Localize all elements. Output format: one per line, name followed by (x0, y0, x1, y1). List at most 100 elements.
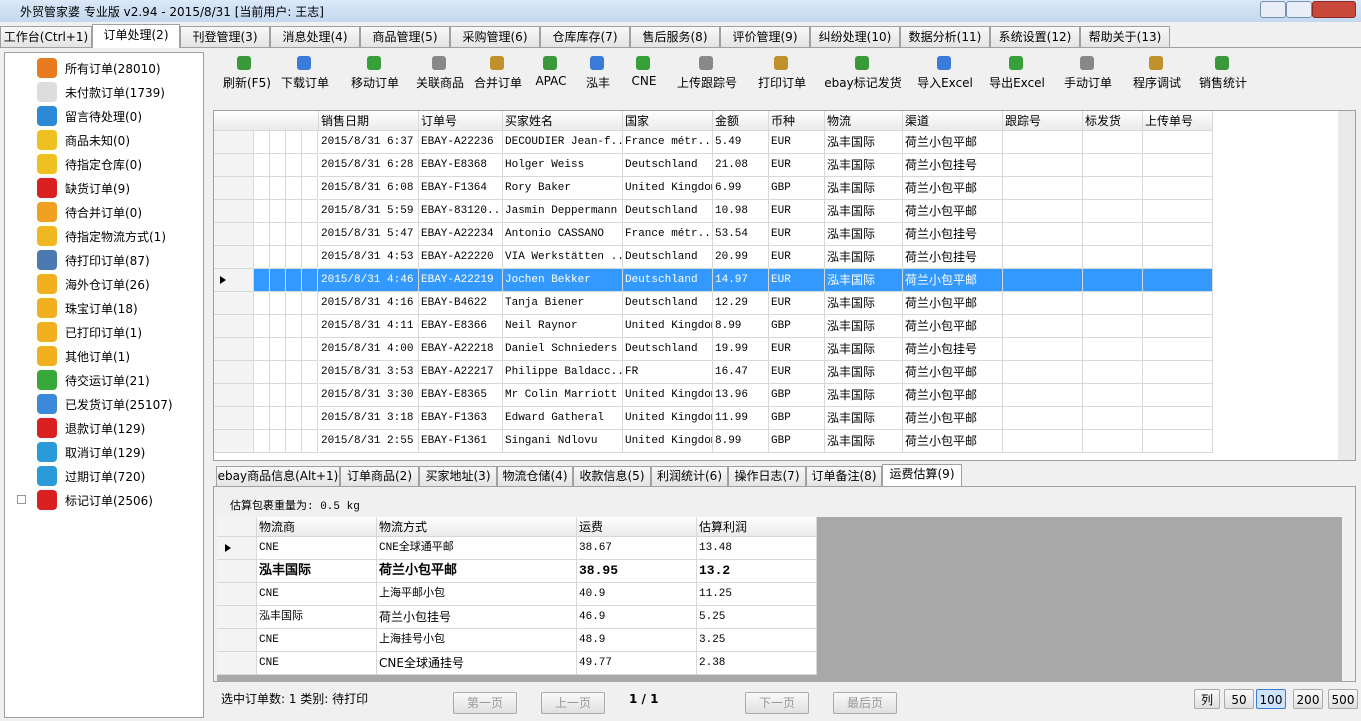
main-tab[interactable]: 采购管理(6) (450, 26, 540, 47)
toolbar-button[interactable]: APAC (531, 54, 579, 94)
toolbar-button[interactable]: 程序调试 (1127, 54, 1195, 94)
order-row[interactable]: 2015/8/31 3:30 EBAY-E8365 Mr Colin Marriot… (214, 384, 1213, 407)
maximize-button[interactable] (1286, 1, 1312, 18)
grid-cell: Deutschland (623, 154, 713, 177)
tree-item[interactable]: 其他订单(1) (65, 350, 130, 364)
tree-item[interactable]: 待合并订单(0) (65, 206, 142, 220)
detail-tab[interactable]: 物流仓储(4) (497, 466, 573, 486)
toolbar-button[interactable]: 打印订单 (751, 54, 821, 94)
ship-row[interactable]: CNE CNE全球通挂号 49.77 2.38 (217, 652, 817, 675)
order-row[interactable]: 2015/8/31 5:47 EBAY-A22234 Antonio CASSANO… (214, 223, 1213, 246)
order-row[interactable]: 2015/8/31 4:46 EBAY-A22219 Jochen Bekker De… (214, 269, 1213, 292)
detail-tab[interactable]: 订单备注(8) (806, 466, 882, 486)
toolbar-button[interactable]: 合并订单 (473, 54, 531, 94)
main-tab[interactable]: 评价管理(9) (720, 26, 810, 47)
toolbar-button[interactable]: CNE (625, 54, 671, 94)
detail-tab[interactable]: 买家地址(3) (419, 466, 497, 486)
tree-item[interactable]: 待指定仓库(0) (65, 158, 142, 172)
order-row[interactable]: 2015/8/31 3:53 EBAY-A22217 Philippe Baldac… (214, 361, 1213, 384)
toolbar-button[interactable]: 导出Excel (985, 54, 1057, 94)
minimize-button[interactable] (1260, 1, 1286, 18)
row-header (214, 154, 254, 177)
main-tab[interactable]: 仓库库存(7) (540, 26, 630, 47)
grid-cell: EUR (769, 338, 825, 361)
tree-item[interactable]: 缺货订单(9) (65, 182, 130, 196)
tree-item[interactable]: 商品未知(0) (65, 134, 130, 148)
order-row[interactable]: 2015/8/31 6:08 EBAY-F1364 Rory Baker United… (214, 177, 1213, 200)
toolbar-label: CNE (631, 74, 657, 88)
ship-row[interactable]: CNE 上海挂号小包 48.9 3.25 (217, 629, 817, 652)
main-tab[interactable]: 工作台(Ctrl+1) (0, 26, 92, 47)
page-size-button[interactable]: 100 (1256, 689, 1286, 709)
toolbar-button[interactable]: ebay标记发货 (821, 54, 913, 94)
main-tab[interactable]: 系统设置(12) (990, 26, 1080, 47)
order-row[interactable]: 2015/8/31 3:18 EBAY-F1363 Edward Gatheral U… (214, 407, 1213, 430)
page-size-button[interactable]: 200 (1293, 689, 1323, 709)
main-tab[interactable]: 纠纷处理(10) (810, 26, 900, 47)
order-row[interactable]: 2015/8/31 4:00 EBAY-A22218 Daniel Schniede… (214, 338, 1213, 361)
tree-item[interactable]: 未付款订单(1739) (65, 86, 165, 100)
close-button[interactable] (1312, 1, 1356, 18)
toolbar-button[interactable]: 手动订单 (1057, 54, 1127, 94)
order-row[interactable]: 2015/8/31 6:37 EBAY-A22236 DECOUDIER Jean-… (214, 131, 1213, 154)
tree-item[interactable]: 留言待处理(0) (65, 110, 142, 124)
page-size-button[interactable]: 50 (1224, 689, 1254, 709)
order-row[interactable]: 2015/8/31 4:11 EBAY-E8366 Neil Raynor Unite… (214, 315, 1213, 338)
order-row[interactable]: 2015/8/31 2:55 EBAY-F1361 Singani Ndlovu Un… (214, 430, 1213, 453)
tree-item[interactable]: 退款订单(129) (65, 422, 146, 436)
tree-item[interactable]: 所有订单(28010) (65, 62, 161, 76)
detail-tab[interactable]: 收款信息(5) (573, 466, 651, 486)
tree-item[interactable]: 待指定物流方式(1) (65, 230, 166, 244)
ship-row[interactable]: 泓丰国际 荷兰小包平邮 38.95 13.2 (217, 560, 817, 583)
main-tab[interactable]: 商品管理(5) (360, 26, 450, 47)
main-tab[interactable]: 帮助关于(13) (1080, 26, 1170, 47)
order-row[interactable]: 2015/8/31 4:16 EBAY-B4622 Tanja Biener Deut… (214, 292, 1213, 315)
detail-tab[interactable]: ebay商品信息(Alt+1) (216, 466, 340, 486)
toolbar-button[interactable]: 移动订单 (343, 54, 415, 94)
order-row[interactable]: 2015/8/31 5:59 EBAY-83120... Jasmin Depper… (214, 200, 1213, 223)
tree-item[interactable]: 待打印订单(87) (65, 254, 150, 268)
pager-button[interactable]: 第一页 (453, 692, 517, 714)
toolbar-button[interactable]: 上传跟踪号 (671, 54, 751, 94)
ship-row[interactable]: 泓丰国际 荷兰小包挂号 46.9 5.25 (217, 606, 817, 629)
tree-item[interactable]: 海外仓订单(26) (65, 278, 150, 292)
ship-row[interactable]: CNE CNE全球通平邮 38.67 13.48 (217, 537, 817, 560)
main-tab[interactable]: 数据分析(11) (900, 26, 990, 47)
detail-tab[interactable]: 利润统计(6) (651, 466, 728, 486)
toolbar-button[interactable]: 关联商品 (415, 54, 473, 94)
main-tab[interactable]: 订单处理(2) (92, 24, 180, 48)
order-row[interactable]: 2015/8/31 6:28 EBAY-E8368 Holger Weiss Deut… (214, 154, 1213, 177)
toolbar-button[interactable]: 刷新(F5) (223, 54, 275, 94)
check-cell (286, 430, 302, 453)
main-tab[interactable]: 售后服务(8) (630, 26, 720, 47)
tree-item[interactable]: 已发货订单(25107) (65, 398, 173, 412)
detail-tab[interactable]: 订单商品(2) (340, 466, 419, 486)
grid-cell: 荷兰小包挂号 (903, 246, 1003, 269)
toolbar-button[interactable]: 销售统计 (1195, 54, 1259, 94)
expander[interactable] (17, 495, 26, 504)
tree-item[interactable]: 标记订单(2506) (65, 494, 153, 508)
toolbar-button[interactable]: 泓丰 (579, 54, 625, 94)
toolbar-button[interactable]: 导入Excel (913, 54, 985, 94)
page-size-button[interactable]: 500 (1328, 689, 1358, 709)
main-tab[interactable]: 刊登管理(3) (180, 26, 270, 47)
grid-cell: 2015/8/31 6:28 (319, 154, 419, 177)
tree-item[interactable]: 取消订单(129) (65, 446, 146, 460)
ship-row[interactable]: CNE 上海平邮小包 40.9 11.25 (217, 583, 817, 606)
detail-tab[interactable]: 操作日志(7) (728, 466, 806, 486)
check-cell (302, 361, 318, 384)
order-row[interactable]: 2015/8/31 4:53 EBAY-A22220 VIA Werkstätten… (214, 246, 1213, 269)
toolbar-button[interactable]: 下载订单 (275, 54, 343, 94)
ship-header: 物流商 (257, 517, 377, 537)
tree-item[interactable]: 已打印订单(1) (65, 326, 142, 340)
main-tab[interactable]: 消息处理(4) (270, 26, 360, 47)
tree-item[interactable]: 过期订单(720) (65, 470, 146, 484)
pager-button[interactable]: 最后页 (833, 692, 897, 714)
pager-button[interactable]: 上一页 (541, 692, 605, 714)
detail-tab[interactable]: 运费估算(9) (882, 464, 962, 486)
pager-button[interactable]: 下一页 (745, 692, 809, 714)
tree-item[interactable]: 珠宝订单(18) (65, 302, 138, 316)
page-size-button[interactable]: 列 (1194, 689, 1220, 709)
tree-item[interactable]: 待交运订单(21) (65, 374, 150, 388)
grid-cell (1003, 154, 1083, 177)
